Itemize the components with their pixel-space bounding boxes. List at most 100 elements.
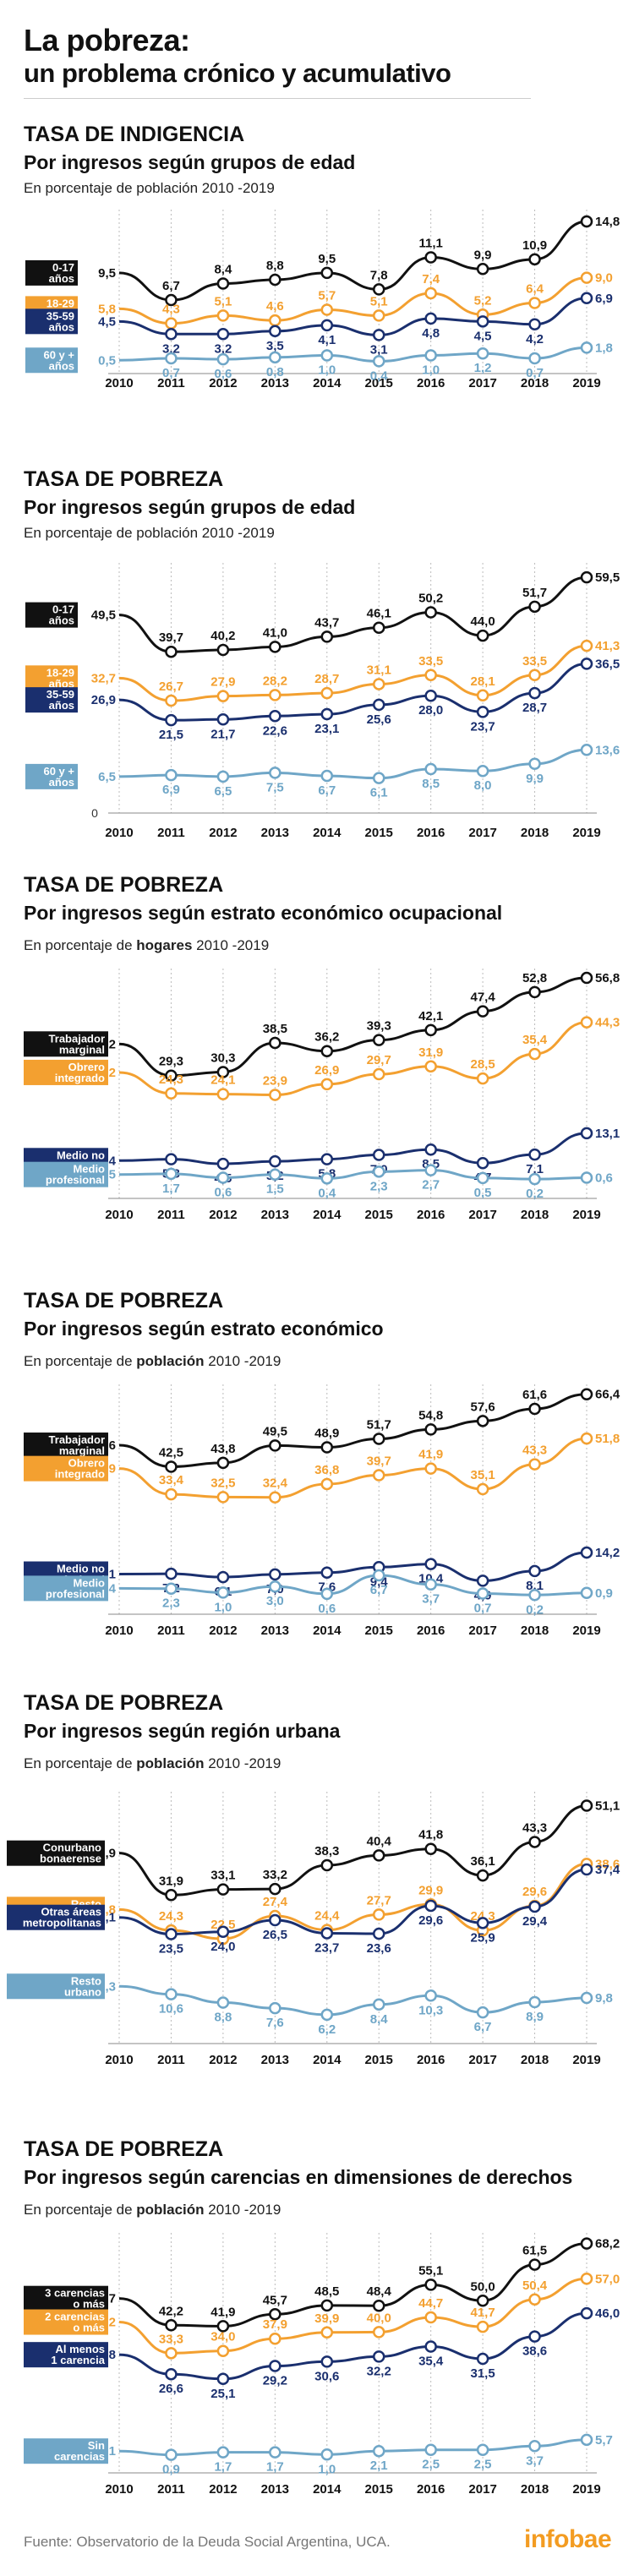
data-label: 6,9: [595, 292, 613, 306]
data-point: [580, 2306, 593, 2320]
data-label: 3,5: [266, 339, 284, 353]
x-tick-label: 2011: [157, 826, 185, 840]
data-point: [216, 1491, 230, 1504]
data-point: [528, 1172, 541, 1186]
series-line: [118, 346, 588, 363]
x-tick-label: 2019: [572, 1624, 600, 1638]
data-label: 8,8: [266, 259, 284, 273]
data-label: 31,9: [418, 1045, 443, 1060]
data-point: [320, 1045, 334, 1057]
series-line: [118, 1862, 588, 1940]
series-legend-box: [24, 1455, 108, 1482]
data-point: [216, 1066, 230, 1078]
data-label: 51,7: [367, 1417, 391, 1432]
data-label: 0,7: [474, 1601, 492, 1615]
data-label: 6,4: [526, 282, 544, 297]
data-point: [528, 1836, 541, 1848]
main-subtitle: un problema crónico y acumulativo: [24, 58, 451, 88]
data-point: [424, 287, 437, 300]
data-label: 24,4: [314, 1909, 340, 1924]
data-label: 33,3: [159, 2332, 183, 2346]
data-point: [216, 1925, 230, 1939]
x-tick-label: 2016: [417, 1624, 445, 1638]
data-label: 39,3: [367, 1019, 391, 1034]
data-label: 38,6: [522, 2344, 547, 2359]
data-label: 5,1: [214, 294, 232, 308]
data-point: [476, 764, 489, 778]
data-point: [476, 689, 489, 702]
data-label: 0,5: [474, 1186, 492, 1200]
series-line: [118, 297, 588, 336]
data-label: 5,7: [318, 289, 336, 303]
data-label: 9,9: [526, 772, 544, 786]
x-tick-label: 2018: [521, 1208, 549, 1222]
data-point: [165, 694, 178, 707]
data-label: 28,2: [263, 674, 287, 688]
x-tick-label: 2014: [313, 1624, 342, 1638]
x-tick-label: 2018: [521, 1624, 549, 1638]
series-legend-label: urbano: [64, 1985, 101, 1998]
x-tick-label: 2014: [313, 2053, 342, 2067]
data-point: [424, 2279, 437, 2291]
data-point: [580, 292, 593, 305]
x-tick-label: 2015: [365, 1624, 393, 1638]
data-label: 42,1: [418, 1009, 443, 1023]
data-point: [476, 2443, 489, 2456]
data-point: [320, 1172, 334, 1185]
series-line: [118, 1021, 588, 1096]
data-label: 23,7: [471, 719, 495, 734]
data-label: 1,5: [266, 1182, 284, 1197]
data-point: [320, 1587, 334, 1601]
data-label: 23,5: [159, 1942, 183, 1957]
data-label: 42,2: [159, 2304, 183, 2318]
data-label: 47,4: [471, 991, 496, 1005]
data-label: 0,4: [318, 1186, 336, 1200]
series-legend-box: [25, 763, 78, 789]
data-point: [269, 710, 281, 723]
series-legend-box: [24, 2438, 108, 2464]
data-point: [580, 1127, 593, 1140]
data-point: [528, 686, 541, 700]
data-point: [424, 1842, 437, 1855]
data-label: 8,4: [370, 2012, 389, 2027]
data-point: [580, 2433, 593, 2447]
panel-note: En porcentaje de población 2010 -2019: [24, 180, 275, 196]
data-label: 6,7: [318, 783, 336, 798]
data-point: [580, 971, 593, 985]
data-label: 1,0: [214, 1600, 232, 1614]
series-legend-box: [25, 308, 78, 335]
x-tick-label: 2010: [105, 826, 133, 840]
data-label: 10,9: [522, 238, 547, 253]
data-point: [424, 1899, 437, 1913]
data-point: [216, 643, 230, 657]
data-label: 4,5: [474, 329, 492, 343]
data-point: [216, 2320, 230, 2333]
data-point: [269, 2360, 281, 2372]
x-tick-label: 2017: [468, 2482, 496, 2497]
data-label: 4,5: [98, 314, 116, 329]
series-legend-box: [24, 1031, 108, 1057]
series-legend-box: [7, 1973, 105, 2000]
data-point: [528, 600, 541, 614]
data-label: 32,7: [91, 671, 116, 685]
series-legend-label: Trabajador: [49, 1032, 105, 1045]
data-label: 6,7: [162, 279, 180, 293]
data-point: [269, 1882, 281, 1896]
series-legend-label: Trabajador: [49, 1433, 105, 1446]
data-point: [528, 352, 541, 365]
data-label: 41,7: [471, 2306, 495, 2320]
data-point: [424, 2311, 437, 2324]
data-label: 13,6: [595, 743, 620, 757]
data-label: 6,9: [162, 783, 180, 797]
data-label: 0,6: [595, 1171, 613, 1185]
data-label: 6,1: [370, 786, 388, 800]
panel-subtitle: Por ingresos según carencias en dimensio…: [24, 2166, 573, 2188]
series-legend-label: 1 carencia: [51, 2354, 105, 2366]
data-point: [372, 1034, 385, 1046]
data-label: 4,8: [422, 326, 440, 341]
data-point: [165, 1487, 178, 1501]
data-point: [580, 1546, 593, 1559]
data-label: 5,2: [474, 293, 492, 308]
data-point: [476, 1917, 489, 1929]
data-point: [528, 318, 541, 331]
